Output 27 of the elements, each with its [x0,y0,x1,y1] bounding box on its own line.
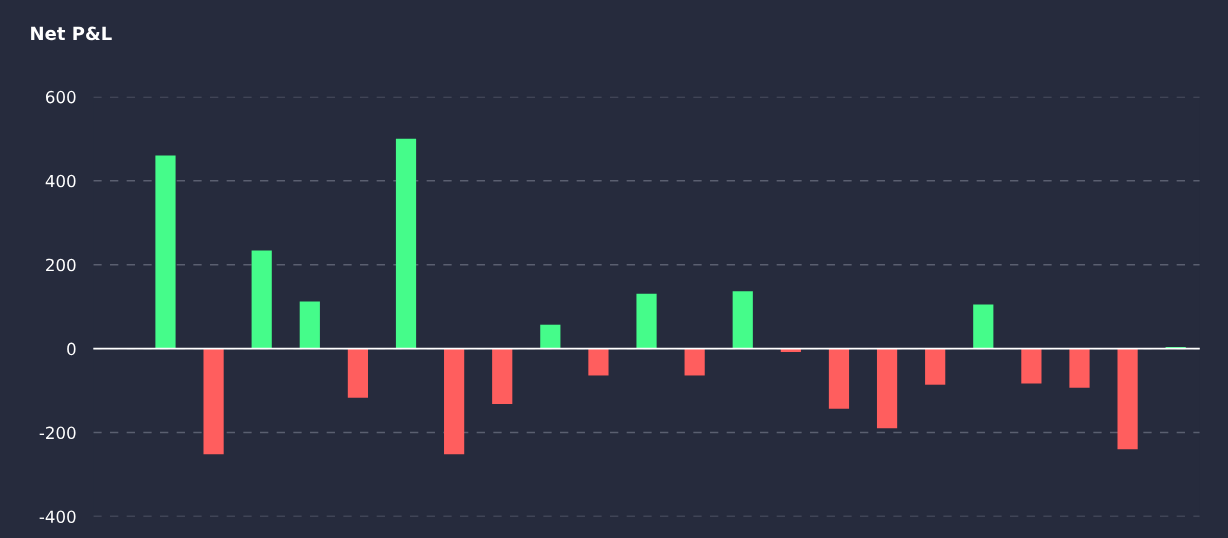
bar [540,324,561,349]
y-tick-label: 0 [67,342,76,356]
bar [588,348,609,376]
bar [732,291,753,349]
bar [395,138,417,349]
bar [1021,348,1042,384]
bar [828,348,850,409]
bar [973,304,994,349]
bar [203,348,224,455]
y-tick-label: -200 [39,426,76,440]
bar [492,348,513,405]
bar [1117,348,1138,450]
bar [684,348,705,376]
y-tick-label: 400 [45,174,76,188]
bar [925,348,946,385]
chart-title: Net P&L [31,26,112,41]
y-tick-label: -400 [39,510,76,524]
bar [251,250,272,349]
bar [347,348,369,398]
bar [444,348,465,455]
y-tick-label: 200 [46,258,76,272]
bar [876,348,898,429]
bar [299,301,320,349]
y-tick-label: 600 [46,90,76,104]
bar [636,293,657,349]
bar [155,155,176,349]
bar [1069,348,1090,388]
